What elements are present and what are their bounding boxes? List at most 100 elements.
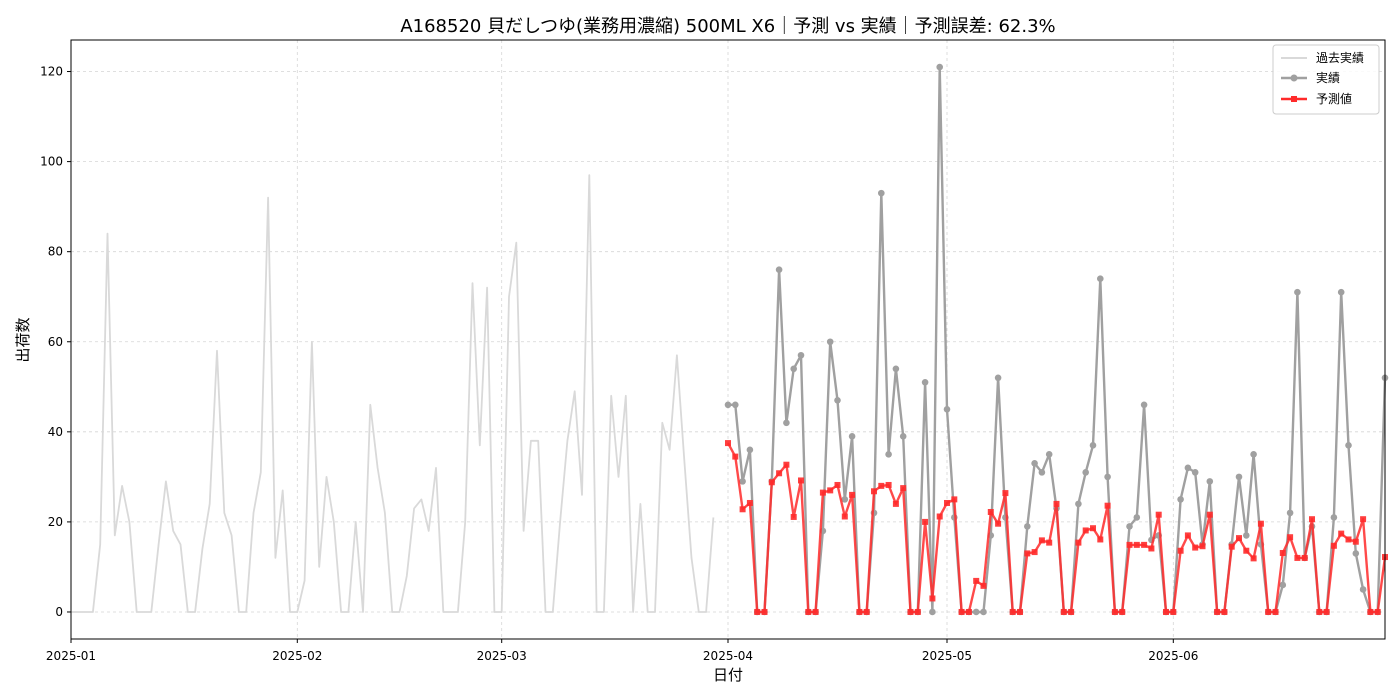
forecast-point	[1374, 608, 1381, 615]
history-series	[71, 174, 715, 613]
actual-point	[899, 433, 907, 440]
forecast-point	[914, 608, 921, 615]
forecast-point	[900, 485, 907, 492]
forecast-point	[987, 508, 994, 515]
y-tick-label: 40	[48, 425, 63, 439]
actual-point	[1352, 550, 1360, 557]
forecast-point	[936, 513, 943, 520]
legend-label-forecast: 予測値	[1316, 91, 1352, 106]
forecast-point	[1148, 545, 1155, 552]
plot-frame	[70, 39, 1386, 640]
forecast-point	[819, 489, 826, 496]
forecast-point	[1228, 543, 1235, 550]
forecast-point	[798, 477, 804, 484]
forecast-point	[1221, 608, 1228, 615]
forecast-point	[1155, 511, 1162, 518]
actual-point	[980, 608, 987, 616]
forecast-point	[1330, 542, 1337, 549]
actual-point	[848, 433, 856, 440]
actual-point	[1075, 500, 1082, 508]
forecast-point	[1287, 534, 1294, 541]
forecast-point	[1068, 608, 1075, 615]
actual-point	[732, 401, 739, 409]
forecast-point	[1119, 608, 1126, 615]
forecast-point	[739, 506, 746, 513]
forecast-point	[1111, 608, 1118, 615]
x-tick-label: 2025-02	[272, 649, 322, 663]
actual-point	[1031, 460, 1038, 467]
forecast-point	[776, 470, 783, 477]
forecast-point	[1316, 608, 1323, 615]
forecast-point	[761, 608, 768, 615]
forecast-point	[783, 461, 790, 468]
forecast-point	[746, 499, 753, 506]
actual-point	[1294, 288, 1301, 296]
forecast-point	[1017, 608, 1023, 615]
actual-series	[724, 63, 1389, 616]
forecast-point	[849, 491, 856, 498]
forecast-point	[1236, 535, 1242, 542]
actual-point	[929, 608, 936, 616]
y-tick-label: 0	[55, 605, 63, 619]
forecast-point	[907, 608, 914, 615]
forecast-point	[929, 595, 936, 602]
legend: 過去実績 実績 予測値	[1272, 44, 1380, 115]
forecast-point	[1352, 538, 1359, 545]
forecast-point	[732, 453, 739, 460]
forecast-series-line	[726, 442, 1387, 614]
actual-point	[921, 378, 929, 386]
forecast-point	[1053, 500, 1060, 507]
forecast-point	[1177, 547, 1184, 554]
actual-point	[1024, 523, 1031, 530]
history-series-line	[71, 174, 715, 613]
actual-point	[1082, 469, 1089, 476]
tick-layer: 0 20 40 60 80 100 120 2025-01 2025-02 2025-03 2025…	[40, 65, 1198, 663]
forecast-point	[1104, 502, 1111, 509]
forecast-point	[951, 496, 958, 503]
forecast-point	[1199, 543, 1206, 550]
forecast-point	[1090, 525, 1096, 532]
forecast-point	[878, 482, 885, 489]
actual-point	[739, 478, 746, 485]
actual-point	[1359, 586, 1367, 593]
actual-point	[1089, 442, 1097, 449]
actual-point	[1045, 451, 1053, 458]
grid-layer	[70, 40, 1385, 639]
forecast-point	[1126, 541, 1133, 548]
forecast-point	[885, 481, 892, 488]
x-tick-label: 2025-04	[703, 649, 753, 663]
forecast-point	[1192, 544, 1199, 551]
actual-point	[885, 451, 892, 458]
forecast-point	[892, 500, 899, 507]
actual-point	[797, 351, 805, 359]
forecast-point	[1257, 520, 1264, 527]
actual-point	[1235, 473, 1243, 481]
forecast-point	[1184, 532, 1191, 539]
x-tick-label: 2025-05	[922, 649, 972, 663]
forecast-point	[812, 608, 819, 615]
forecast-point	[1206, 511, 1213, 518]
y-axis-title: 出荷数	[14, 317, 32, 362]
actual-point	[1206, 478, 1214, 485]
actual-point	[1337, 288, 1345, 296]
actual-point	[1279, 581, 1287, 589]
forecast-point	[1265, 608, 1272, 615]
actual-point	[994, 374, 1002, 382]
forecast-series	[725, 440, 1388, 615]
forecast-point	[1309, 516, 1315, 523]
forecast-point	[863, 608, 870, 615]
forecast-point	[1345, 536, 1352, 543]
series-layer	[71, 63, 1389, 616]
forecast-point	[944, 499, 950, 506]
forecast-point	[805, 608, 812, 615]
forecast-point	[1046, 539, 1053, 546]
y-tick-label: 120	[40, 65, 63, 79]
legend-marker-forecast	[1291, 96, 1297, 102]
actual-point	[1038, 469, 1046, 476]
forecast-point	[1133, 541, 1140, 548]
forecast-point	[1038, 537, 1045, 544]
x-tick-label: 2025-06	[1148, 649, 1198, 663]
forecast-point	[1031, 549, 1038, 556]
legend-label-history: 過去実績	[1316, 50, 1364, 65]
actual-point	[878, 189, 885, 197]
